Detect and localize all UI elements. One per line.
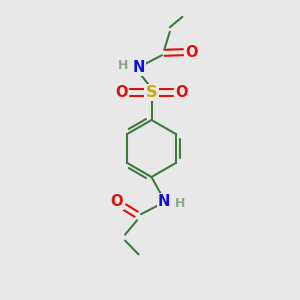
Text: H: H <box>175 196 185 210</box>
Text: H: H <box>118 59 128 72</box>
Text: O: O <box>185 45 198 60</box>
Text: O: O <box>175 85 188 100</box>
Text: N: N <box>133 60 145 75</box>
Text: O: O <box>110 194 123 209</box>
Text: N: N <box>158 194 170 209</box>
Text: O: O <box>115 85 128 100</box>
Text: S: S <box>146 85 157 100</box>
